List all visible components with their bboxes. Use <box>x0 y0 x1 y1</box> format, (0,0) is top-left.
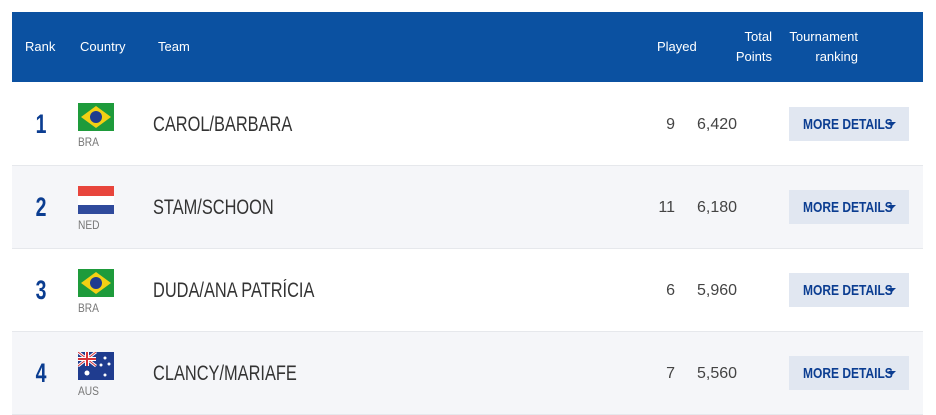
country-code: NED <box>78 218 100 232</box>
team: CAROL/BARBARA <box>153 113 293 136</box>
table-row: 4 AUS CLANCY/MARIAFE 7 5,560 MORE DETAIL… <box>12 332 923 415</box>
team: CLANCY/MARIAFE <box>153 362 297 385</box>
flag <box>78 352 114 380</box>
more-details-button[interactable]: MORE DETAILS <box>789 273 909 307</box>
table-row: 2 NED STAM/SCHOON 11 6,180 MORE DETAILS <box>12 166 923 249</box>
more-details-button[interactable]: MORE DETAILS <box>789 107 909 141</box>
table-row: 1 BRA CAROL/BARBARA 9 6,420 MORE DETAILS <box>12 83 923 166</box>
button-label: MORE DETAILS <box>803 282 893 299</box>
flag <box>78 103 114 131</box>
played: 11 <box>658 199 675 216</box>
played: 7 <box>666 365 675 382</box>
header-cell: Tournament ranking <box>789 29 858 64</box>
rank: 2 <box>35 192 47 222</box>
more-details-button[interactable]: MORE DETAILS <box>789 190 909 224</box>
header-cell: Country <box>80 39 126 54</box>
country-code: AUS <box>78 384 99 398</box>
country-code: BRA <box>78 301 99 315</box>
points: 5,560 <box>697 365 738 382</box>
points: 5,960 <box>697 282 738 299</box>
team: DUDA/ANA PATRÍCIA <box>153 279 315 302</box>
header-cell: Total Points <box>735 29 772 64</box>
played: 9 <box>666 116 675 133</box>
ranking-table: Rank Country Team Played Total Points To… <box>12 12 923 415</box>
table-row: 3 BRA DUDA/ANA PATRÍCIA 6 5,960 MORE DET… <box>12 249 923 332</box>
team: STAM/SCHOON <box>153 196 274 219</box>
points: 6,420 <box>697 116 738 133</box>
button-label: MORE DETAILS <box>803 199 893 216</box>
caret <box>888 122 896 126</box>
flag <box>78 186 114 214</box>
rank: 4 <box>35 358 47 388</box>
points: 6,180 <box>697 199 738 216</box>
played: 6 <box>666 282 675 299</box>
header-cell: Rank <box>25 39 56 54</box>
rank: 1 <box>35 109 47 139</box>
rank: 3 <box>35 275 47 305</box>
table-header: Rank Country Team Played Total Points To… <box>12 12 923 82</box>
button-label: MORE DETAILS <box>803 365 893 382</box>
header-cell: Played <box>657 39 697 54</box>
more-details-button[interactable]: MORE DETAILS <box>789 356 909 390</box>
caret <box>888 205 896 209</box>
flag <box>78 269 114 297</box>
button-label: MORE DETAILS <box>803 116 893 133</box>
caret <box>888 288 896 292</box>
country-code: BRA <box>78 135 99 149</box>
caret <box>888 371 896 375</box>
header-cell: Team <box>158 39 190 54</box>
